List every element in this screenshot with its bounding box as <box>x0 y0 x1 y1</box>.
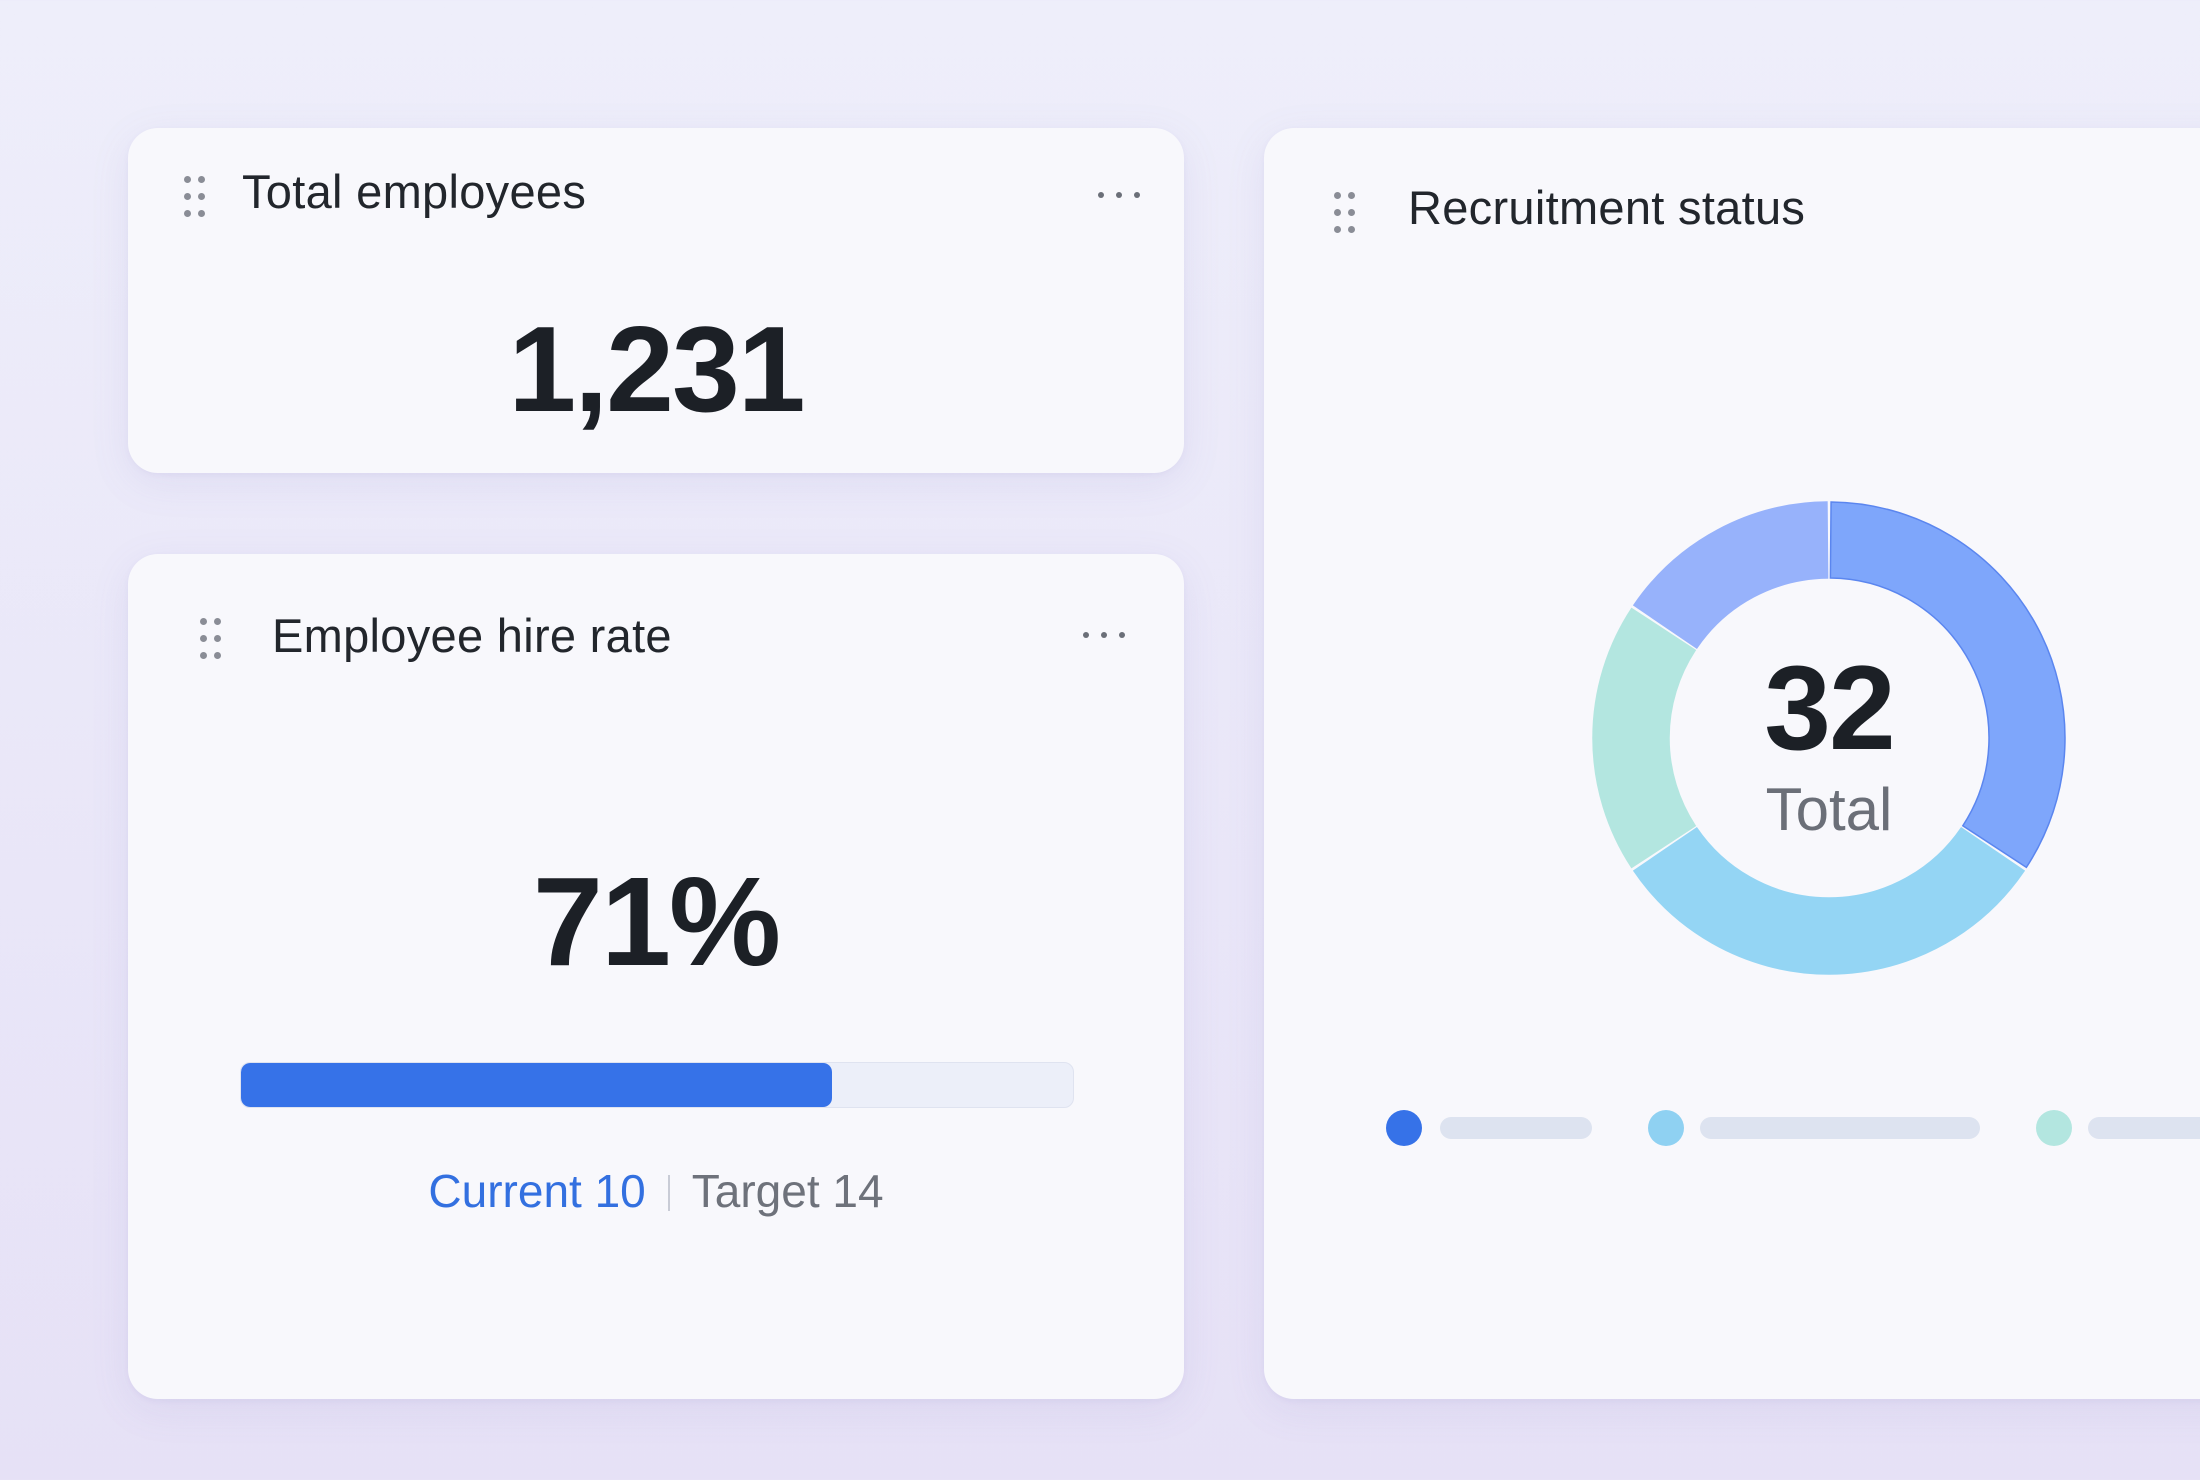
legend-marker <box>1648 1110 1684 1146</box>
target-value: Target 14 <box>691 1165 884 1217</box>
total-employees-card: Total employees 1,231 <box>128 128 1184 473</box>
donut-segment-2[interactable] <box>1592 607 1697 869</box>
caption-separator <box>667 1175 670 1211</box>
donut-total-label: Total <box>1765 776 1893 843</box>
legend-marker <box>1386 1110 1422 1146</box>
drag-handle-icon[interactable] <box>184 176 206 218</box>
donut-total-value: 32 <box>1764 641 1895 775</box>
progress-caption: Current 10 Target 14 <box>128 1164 1184 1218</box>
donut-segment-3[interactable] <box>1632 501 1829 649</box>
donut-center: 32 Total <box>1589 498 2069 978</box>
legend-marker <box>2036 1110 2072 1146</box>
card-title: Total employees <box>242 165 587 218</box>
legend-label-placeholder <box>1700 1117 1980 1139</box>
hire-rate-progress-bar <box>240 1062 1074 1108</box>
donut-segment-0[interactable] <box>1829 501 2066 869</box>
card-title: Recruitment status <box>1408 181 1806 234</box>
card-title: Employee hire rate <box>272 609 672 662</box>
legend-label-placeholder <box>1440 1117 1592 1139</box>
drag-handle-icon[interactable] <box>1334 192 1356 234</box>
total-employees-value: 1,231 <box>508 301 805 437</box>
donut-segment-1[interactable] <box>1632 827 2026 975</box>
current-value: Current 10 <box>428 1165 646 1217</box>
drag-handle-icon[interactable] <box>200 618 222 660</box>
recruitment-status-card: Recruitment status 32 Total <box>1264 128 2200 1399</box>
employee-hire-rate-card: Employee hire rate 71% Current 10 Target … <box>128 554 1184 1399</box>
legend-label-placeholder <box>2088 1117 2200 1139</box>
hire-rate-percent: 71% <box>532 851 781 992</box>
recruitment-donut-chart <box>1592 501 2066 975</box>
more-options-icon[interactable] <box>1098 186 1142 206</box>
progress-fill <box>241 1063 832 1107</box>
more-options-icon[interactable] <box>1083 626 1127 646</box>
